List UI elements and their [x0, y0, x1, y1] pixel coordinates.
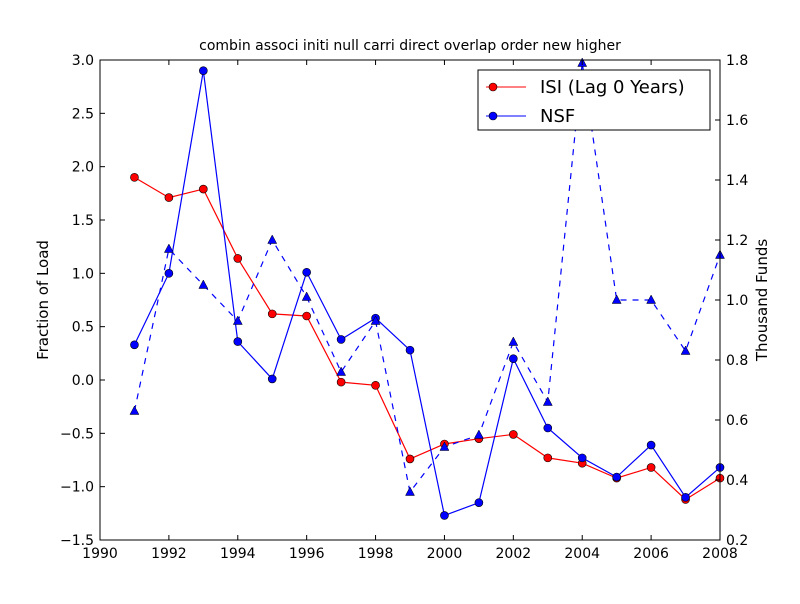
chart-title: combin associ initi null carri direct ov… [199, 38, 621, 54]
data-point [336, 335, 346, 344]
data-point [233, 254, 243, 263]
data-point [473, 429, 484, 439]
data-point [543, 453, 553, 463]
data-point [130, 173, 139, 182]
data-point [680, 345, 691, 355]
y-tick-label: 3.0 [72, 53, 94, 69]
legend-marker-nsf [488, 111, 498, 121]
legend-label-isi: ISI (Lag 0 Years) [540, 77, 685, 98]
data-point [611, 294, 622, 304]
y-tick-label: 1.5 [72, 213, 94, 229]
data-point [370, 315, 381, 325]
legend: ISI (Lag 0 Years) NSF [477, 69, 711, 131]
data-point [646, 294, 657, 304]
y-tick-label: −1.5 [60, 533, 94, 549]
y2-tick-label: 0.6 [726, 413, 748, 429]
data-point [129, 405, 140, 415]
legend-label-nsf: NSF [540, 106, 575, 127]
data-point [301, 291, 312, 301]
data-point [474, 498, 484, 507]
y2-tick-label: 0.2 [726, 533, 748, 549]
data-point [405, 345, 415, 355]
data-point [232, 315, 243, 325]
series-line-0 [134, 176, 721, 501]
data-point [509, 430, 518, 439]
y2-tick-label: 1.2 [726, 233, 748, 249]
x-tick-label: 2000 [427, 546, 463, 562]
y-tick-label: 0.0 [72, 373, 94, 389]
data-point [577, 453, 587, 463]
data-point [164, 193, 174, 202]
y-tick-label: 2.0 [72, 160, 94, 176]
data-point [371, 381, 380, 390]
x-tick-label: 2006 [633, 546, 669, 562]
data-point [267, 309, 277, 319]
data-point [405, 486, 415, 496]
x-tick-label: 2008 [702, 546, 738, 562]
x-tick-label: 1996 [289, 546, 325, 562]
data-point [509, 354, 518, 363]
y2-tick-label: 1.6 [726, 113, 748, 129]
data-point [198, 279, 209, 289]
y-tick-label: 2.5 [72, 106, 94, 122]
y2-tick-label: 1.4 [726, 173, 748, 189]
data-point [163, 243, 174, 253]
x-tick-label: 2004 [564, 546, 600, 562]
y2-tick-label: 0.4 [726, 473, 748, 489]
x-tick-label: 1990 [82, 546, 118, 562]
y-tick-label: −1.0 [60, 480, 94, 496]
data-point [267, 234, 278, 244]
data-point [440, 511, 449, 520]
x-tick-label: 1994 [220, 546, 256, 562]
data-point [508, 336, 519, 346]
axis-ticks: 1990 1992 1994 1996 1998 2000 2002 2004 2006 2008… [60, 53, 748, 562]
data-point [543, 423, 553, 433]
data-point [405, 454, 415, 464]
data-point [646, 463, 656, 472]
data-point [199, 66, 208, 75]
y-tick-label: −0.5 [60, 426, 94, 442]
data-point [267, 374, 277, 384]
data-point [681, 493, 690, 502]
y2-axis-label: Thousand Funds [753, 239, 771, 362]
y2-tick-label: 0.8 [726, 353, 748, 369]
series-line-2 [133, 62, 721, 494]
data-point [302, 311, 311, 321]
data-point [646, 440, 656, 450]
y2-tick-label: 1.8 [726, 53, 748, 69]
data-point [199, 184, 208, 194]
plot-marks [129, 57, 725, 520]
legend-box [477, 69, 711, 131]
x-tick-label: 2002 [496, 546, 532, 562]
data-point [439, 441, 450, 451]
y-axis-label: Fraction of Load [34, 240, 52, 360]
y-tick-label: 1.0 [72, 266, 94, 282]
data-point [233, 337, 243, 346]
series-line-1 [133, 70, 721, 517]
y2-tick-label: 1.0 [726, 293, 748, 309]
data-point [302, 267, 311, 277]
data-point [130, 340, 139, 350]
data-point [612, 472, 621, 482]
y-tick-label: 0.5 [72, 320, 94, 336]
data-point [336, 377, 346, 387]
data-point [164, 269, 174, 278]
data-point [542, 396, 553, 406]
x-tick-label: 1998 [358, 546, 394, 562]
data-point [336, 366, 347, 376]
x-tick-label: 1992 [151, 546, 187, 562]
legend-marker-isi [488, 82, 498, 92]
